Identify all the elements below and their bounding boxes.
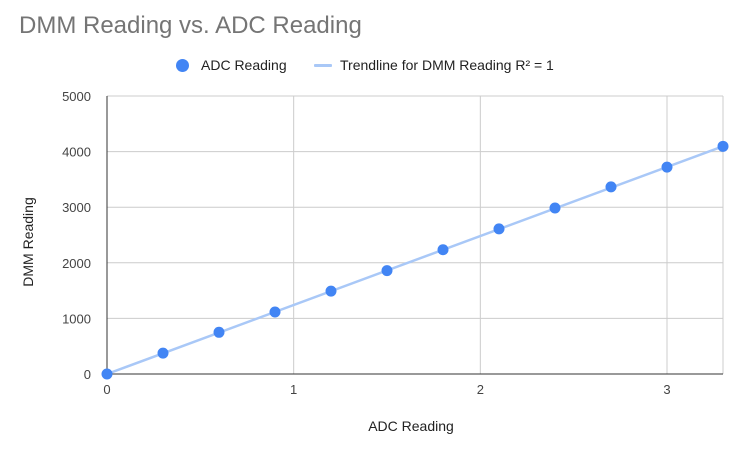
data-point	[325, 285, 337, 297]
legend-marker-line	[314, 63, 332, 67]
legend-marker-dot	[176, 58, 189, 72]
data-point	[101, 368, 113, 380]
trendline-group	[105, 145, 725, 376]
data-point	[661, 161, 673, 173]
trendline	[105, 145, 725, 376]
grid	[107, 95, 724, 374]
y-tick-label: 1000	[62, 311, 91, 326]
data-point	[269, 306, 281, 318]
x-axis-title: ADC Reading	[368, 418, 454, 434]
data-point	[381, 265, 393, 277]
x-tick-label: 1	[290, 382, 297, 397]
data-point	[493, 223, 505, 235]
y-axis-title: DMM Reading	[20, 197, 36, 287]
tick-labels: 0 1000 2000 3000 4000 5000 0 1 2 3	[62, 89, 671, 397]
data-point	[437, 244, 449, 256]
data-point	[605, 181, 617, 193]
data-point	[157, 347, 169, 359]
legend-label-trendline: Trendline for DMM Reading R² = 1	[340, 57, 554, 73]
chart-title: DMM Reading vs. ADC Reading	[19, 12, 362, 39]
data-points	[101, 140, 729, 380]
data-point	[213, 326, 225, 338]
legend-label-adc: ADC Reading	[201, 57, 287, 73]
legend-item-trendline[interactable]: Trendline for DMM Reading R² = 1	[314, 54, 554, 76]
legend-item-adc[interactable]: ADC Reading	[176, 54, 287, 76]
data-point	[549, 202, 561, 214]
axes	[106, 96, 723, 375]
legend: ADC Reading Trendline for DMM Reading R²…	[0, 54, 741, 76]
x-tick-label: 2	[477, 382, 484, 397]
data-point	[717, 140, 729, 152]
y-tick-label: 5000	[62, 89, 91, 104]
y-tick-label: 4000	[62, 145, 91, 160]
y-tick-label: 0	[84, 367, 91, 382]
y-tick-label: 2000	[62, 256, 91, 271]
y-tick-label: 3000	[62, 200, 91, 215]
x-tick-label: 3	[663, 382, 670, 397]
x-tick-label: 0	[103, 382, 110, 397]
